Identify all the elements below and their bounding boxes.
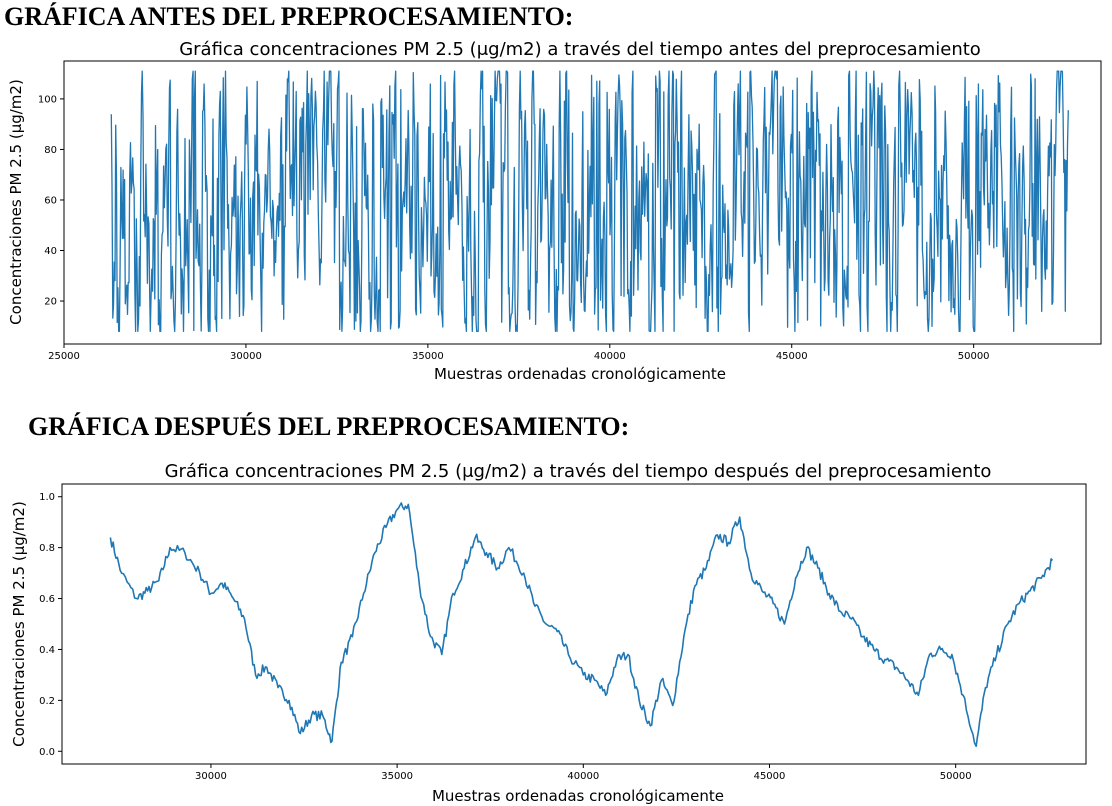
y-ticks: 20 40 60 80 100 bbox=[38, 94, 64, 308]
x-axis-label: Muestras ordenadas cronológicamente bbox=[432, 787, 724, 805]
plot-area bbox=[110, 70, 1069, 333]
y-tick-label: 40 bbox=[44, 246, 57, 257]
x-tick-label: 45000 bbox=[754, 771, 786, 782]
y-axis-label: Concentraciones PM 2.5 (μg/m2) bbox=[10, 501, 28, 747]
y-tick-label: 1.0 bbox=[39, 492, 55, 503]
axes-frame bbox=[63, 60, 1102, 345]
x-tick-label: 45000 bbox=[776, 351, 808, 362]
x-tick-label: 40000 bbox=[594, 351, 626, 362]
x-tick-label: 50000 bbox=[940, 771, 972, 782]
x-ticks: 25000 30000 35000 40000 45000 50000 bbox=[48, 344, 990, 362]
heading-after: GRÁFICA DESPUÉS DEL PREPROCESAMIENTO: bbox=[28, 412, 630, 441]
x-tick-label: 50000 bbox=[958, 351, 990, 362]
y-tick-label: 0.8 bbox=[39, 543, 55, 554]
x-tick-label: 30000 bbox=[230, 351, 262, 362]
x-tick-label: 25000 bbox=[48, 351, 80, 362]
y-tick-label: 0.0 bbox=[39, 747, 55, 758]
chart-title: Gráfica concentraciones PM 2.5 (μg/m2) a… bbox=[179, 39, 981, 60]
y-axis-label: Concentraciones PM 2.5 (μg/m2) bbox=[7, 79, 25, 325]
axes-frame bbox=[61, 483, 1087, 765]
x-tick-label: 35000 bbox=[381, 771, 413, 782]
x-tick-label: 35000 bbox=[412, 351, 444, 362]
x-ticks: 30000 35000 40000 45000 50000 bbox=[195, 764, 972, 782]
x-tick-label: 30000 bbox=[195, 771, 227, 782]
x-axis-label: Muestras ordenadas cronológicamente bbox=[434, 365, 726, 383]
heading-before: GRÁFICA ANTES DEL PREPROCESAMIENTO: bbox=[4, 2, 574, 31]
y-tick-label: 100 bbox=[38, 94, 57, 105]
chart-before: Gráfica concentraciones PM 2.5 (μg/m2) a… bbox=[7, 39, 1102, 383]
y-ticks: 0.0 0.2 0.4 0.6 0.8 1.0 bbox=[39, 492, 62, 758]
series-line bbox=[109, 502, 1054, 747]
y-tick-label: 20 bbox=[44, 297, 57, 308]
chart-after: Gráfica concentraciones PM 2.5 (μg/m2) a… bbox=[10, 461, 1087, 805]
chart-title: Gráfica concentraciones PM 2.5 (μg/m2) a… bbox=[165, 461, 992, 482]
x-tick-label: 40000 bbox=[567, 771, 599, 782]
y-tick-label: 60 bbox=[44, 195, 57, 206]
y-tick-label: 0.2 bbox=[39, 696, 55, 707]
y-tick-label: 0.4 bbox=[39, 645, 55, 656]
plot-area bbox=[109, 502, 1054, 747]
y-tick-label: 80 bbox=[44, 145, 57, 156]
y-tick-label: 0.6 bbox=[39, 594, 55, 605]
series-line bbox=[110, 70, 1069, 333]
